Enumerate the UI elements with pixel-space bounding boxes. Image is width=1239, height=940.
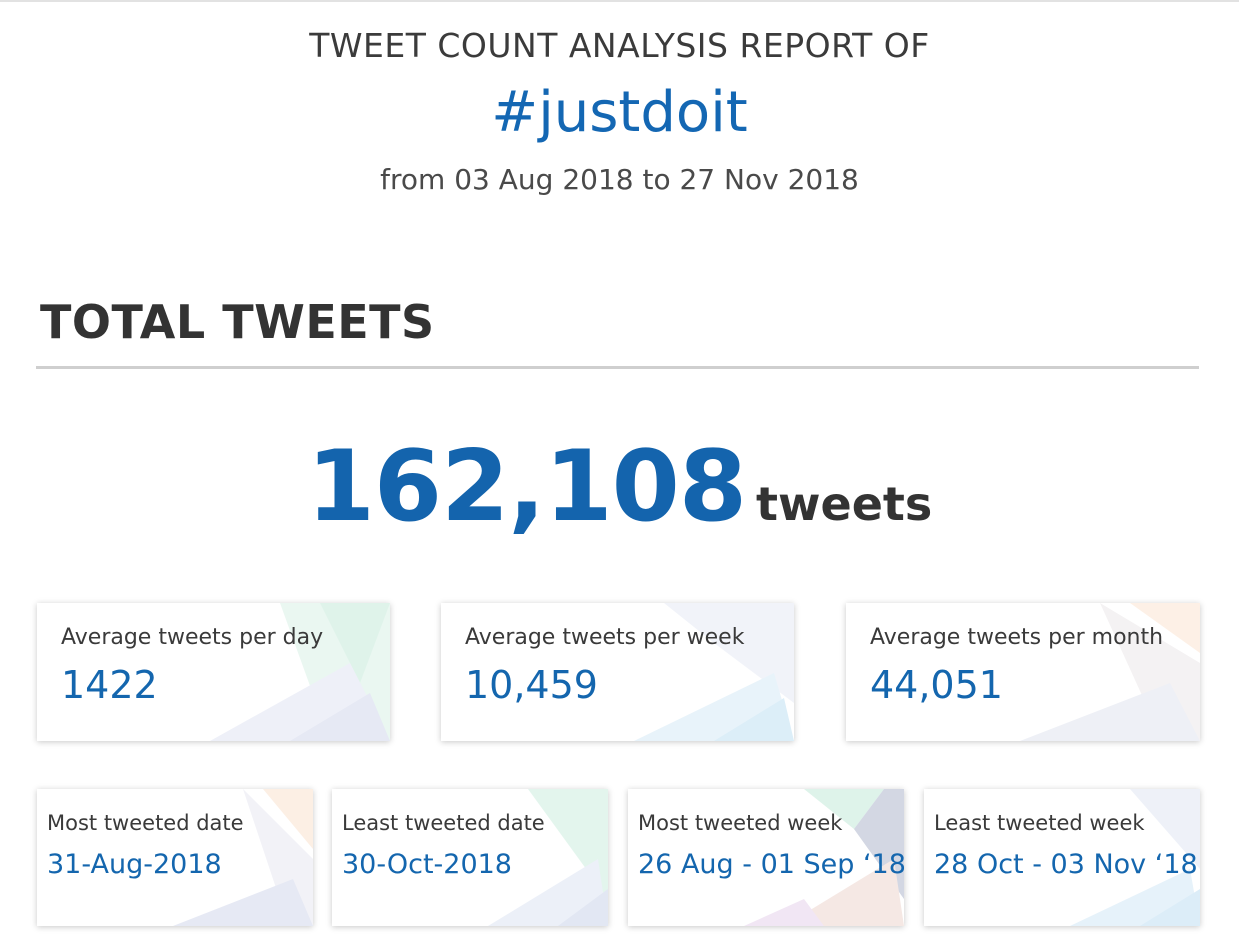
least-tweeted-date-card: Least tweeted date 30-Oct-2018 <box>332 789 608 926</box>
avg-per-week-card: Average tweets per week 10,459 <box>441 603 794 741</box>
total-tweets-display: 162,108 tweets <box>0 430 1239 544</box>
total-tweets-count: 162,108 <box>306 430 747 544</box>
least-tweeted-week-label: Least tweeted week <box>934 811 1145 835</box>
most-tweeted-date-label: Most tweeted date <box>47 811 244 835</box>
report-title: TWEET COUNT ANALYSIS REPORT OF <box>309 26 930 65</box>
total-tweets-unit: tweets <box>756 477 933 531</box>
most-tweeted-week-value: 26 Aug - 01 Sep ‘18 <box>638 849 904 880</box>
top-rule <box>0 0 1239 2</box>
avg-per-day-value: 1422 <box>61 663 158 707</box>
card-decoration <box>210 603 390 741</box>
avg-per-day-card: Average tweets per day 1422 <box>37 603 390 741</box>
card-decoration <box>1070 789 1200 926</box>
avg-per-month-value: 44,051 <box>870 663 1003 707</box>
avg-per-day-label: Average tweets per day <box>61 625 324 650</box>
total-tweets-heading: TOTAL TWEETS <box>40 295 435 349</box>
most-tweeted-week-label: Most tweeted week <box>638 811 843 835</box>
most-tweeted-date-value: 31-Aug-2018 <box>47 849 222 880</box>
card-decoration <box>173 789 313 926</box>
card-decoration <box>488 789 608 926</box>
least-tweeted-date-value: 30-Oct-2018 <box>342 849 512 880</box>
avg-per-week-value: 10,459 <box>465 663 598 707</box>
most-tweeted-week-card: Most tweeted week 26 Aug - 01 Sep ‘18 <box>628 789 904 926</box>
card-decoration <box>744 789 904 926</box>
date-range: from 03 Aug 2018 to 27 Nov 2018 <box>380 163 859 196</box>
avg-per-week-label: Average tweets per week <box>465 625 745 650</box>
most-tweeted-date-card: Most tweeted date 31-Aug-2018 <box>37 789 313 926</box>
least-tweeted-date-label: Least tweeted date <box>342 811 545 835</box>
card-decoration <box>634 603 794 741</box>
hashtag-title: #justdoit <box>491 80 748 145</box>
avg-per-month-card: Average tweets per month 44,051 <box>846 603 1200 741</box>
avg-per-month-label: Average tweets per month <box>870 625 1164 650</box>
card-decoration <box>1020 603 1200 741</box>
section-divider <box>36 366 1199 369</box>
least-tweeted-week-value: 28 Oct - 03 Nov ‘18 <box>934 849 1198 880</box>
least-tweeted-week-card: Least tweeted week 28 Oct - 03 Nov ‘18 <box>924 789 1200 926</box>
